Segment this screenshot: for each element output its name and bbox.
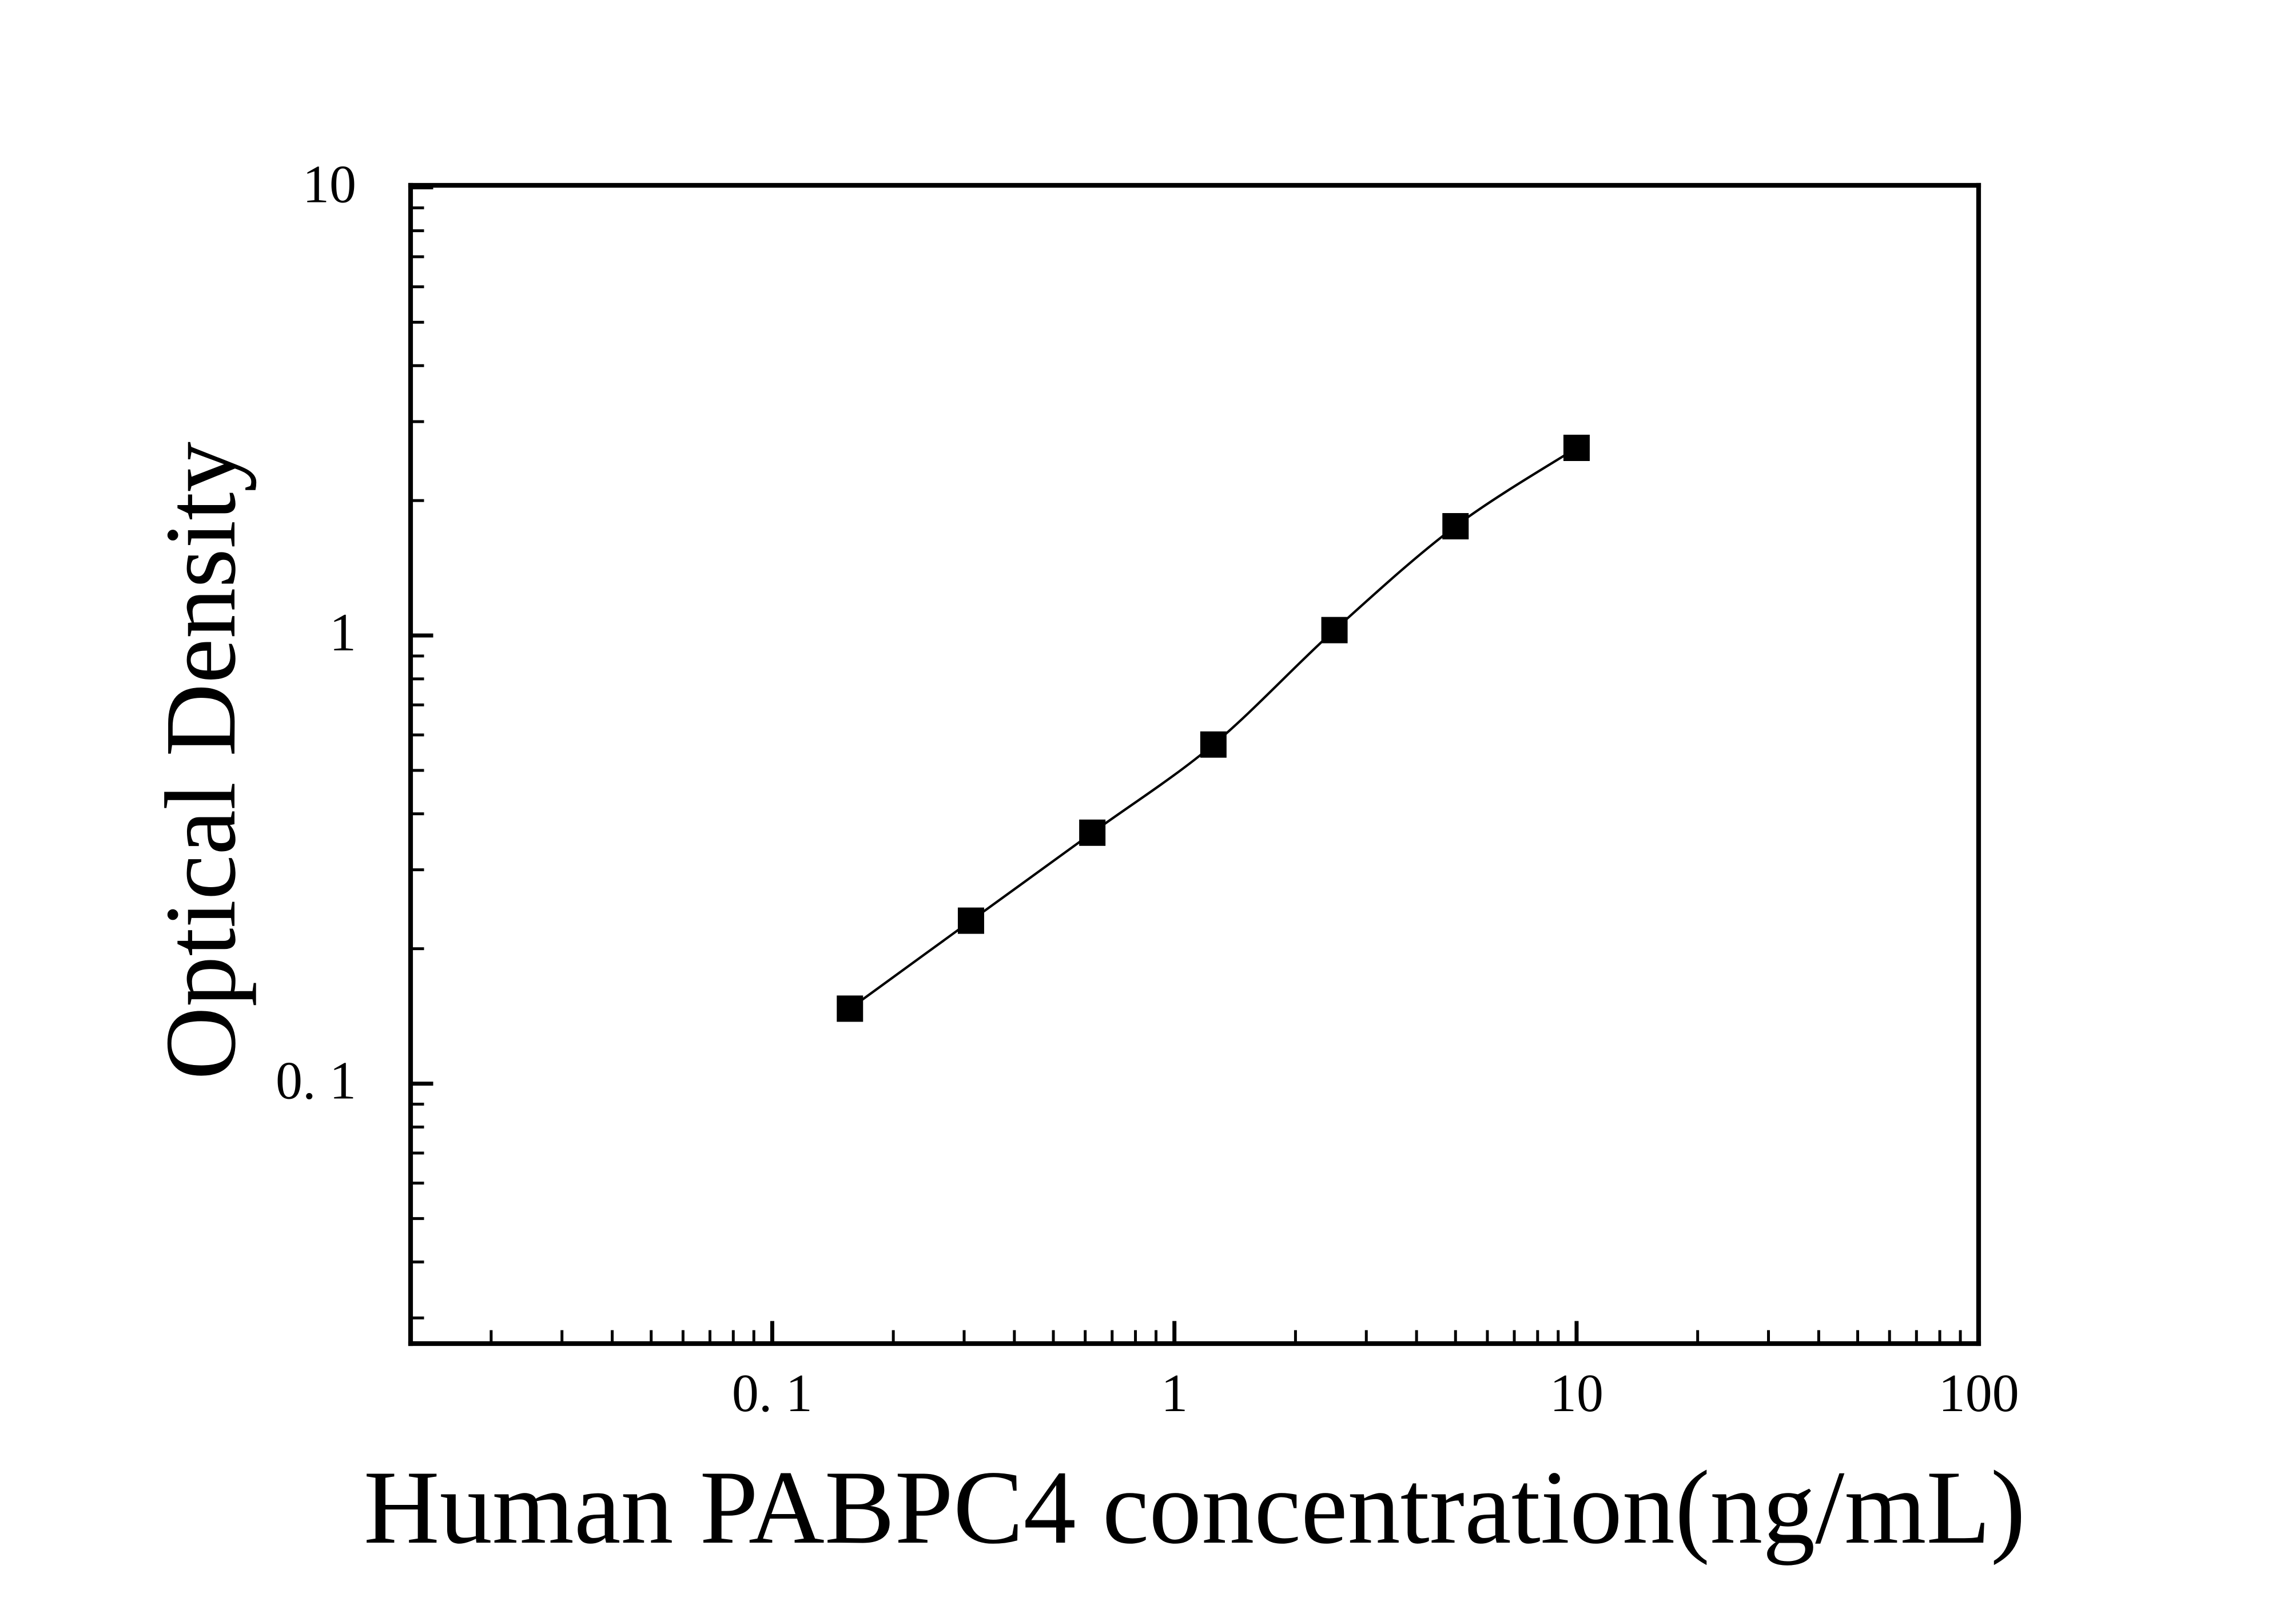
svg-text:10: 10 <box>1550 1364 1603 1423</box>
svg-text:100: 100 <box>1939 1364 2019 1423</box>
svg-text:0. 1: 0. 1 <box>276 1051 356 1111</box>
svg-text:0. 1: 0. 1 <box>732 1364 813 1423</box>
svg-text:Human PABPC4 concentration(ng/: Human PABPC4 concentration(ng/mL) <box>364 1449 2026 1566</box>
svg-text:1: 1 <box>1161 1364 1188 1423</box>
svg-text:10: 10 <box>303 155 356 214</box>
svg-text:1: 1 <box>329 603 356 662</box>
svg-text:Optical Density: Optical Density <box>145 442 257 1080</box>
